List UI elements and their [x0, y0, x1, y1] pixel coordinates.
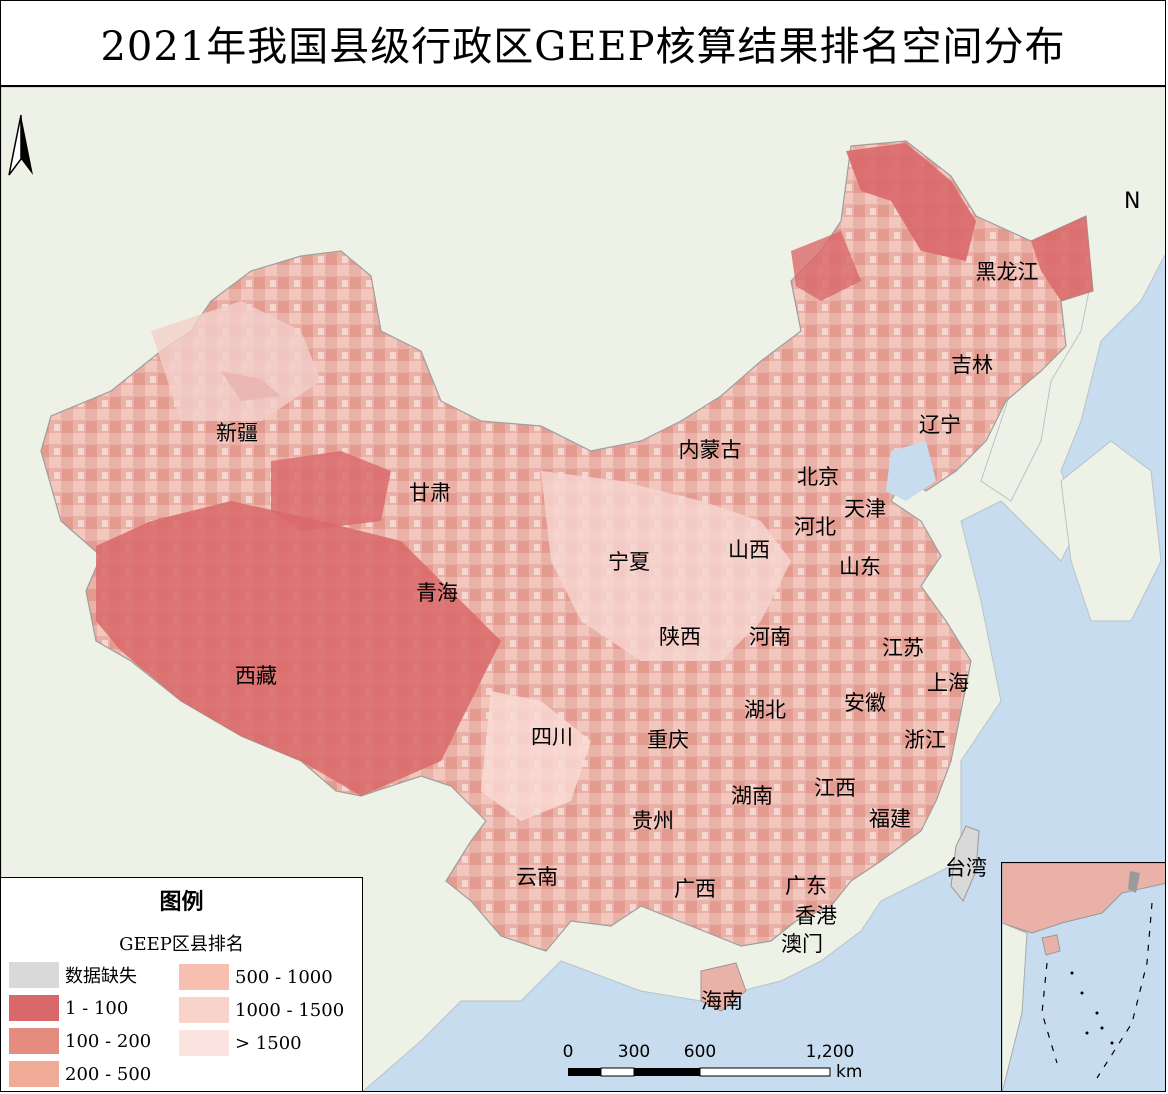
legend-item: 1 - 100 [9, 995, 128, 1021]
province-label: 贵州 [632, 809, 674, 833]
province-label: 北京 [797, 465, 839, 489]
legend-label: 1000 - 1500 [235, 999, 345, 1021]
province-label: 香港 [795, 904, 837, 928]
province-label: 台湾 [945, 856, 987, 880]
legend-item: 200 - 500 [9, 1061, 151, 1087]
legend-label: 500 - 1000 [235, 966, 333, 988]
legend-swatch [9, 1061, 59, 1087]
legend-title: 图例 [159, 890, 204, 915]
province-label: 安徽 [844, 691, 886, 715]
province-label: 黑龙江 [975, 260, 1039, 284]
legend-label: 100 - 200 [65, 1030, 152, 1052]
province-label: 辽宁 [919, 413, 961, 437]
dark-region-east-heilongjiang [1031, 216, 1093, 301]
legend-item: > 1500 [179, 1030, 302, 1056]
scale-bar: 0 300 600 1,200 km [560, 1042, 863, 1082]
legend-label: > 1500 [235, 1032, 302, 1054]
province-label: 湖北 [744, 698, 786, 722]
legend-swatch [9, 1028, 59, 1054]
province-label: 海南 [701, 989, 743, 1013]
scale-unit: km [836, 1062, 863, 1082]
legend: 图例 GEEP区县排名 数据缺失 1 - 100 100 - 200 200 -… [0, 877, 363, 1092]
south-china-sea-inset[interactable] [1001, 862, 1166, 1092]
legend-swatch [179, 1030, 229, 1056]
legend-item: 100 - 200 [9, 1028, 151, 1054]
province-label: 甘肃 [409, 481, 451, 505]
legend-subtitle: GEEP区县排名 [119, 934, 244, 955]
title-bar: 2021年我国县级行政区GEEP核算结果排名空间分布 [0, 0, 1166, 86]
dark-region-northeast [846, 143, 976, 261]
legend-swatch [179, 997, 229, 1023]
province-label: 澳门 [781, 932, 823, 956]
legend-item: 1000 - 1500 [179, 997, 344, 1023]
scale-tick-label: 1,200 [805, 1042, 855, 1062]
province-label: 湖南 [731, 784, 773, 808]
legend-label: 200 - 500 [65, 1063, 152, 1085]
province-label: 内蒙古 [678, 438, 742, 462]
scale-tick-label: 600 [683, 1042, 717, 1062]
map-title: 2021年我国县级行政区GEEP核算结果排名空间分布 [100, 24, 1066, 70]
dark-region-hulunbuir [791, 231, 861, 301]
inset-map [1002, 863, 1165, 1091]
province-label: 宁夏 [608, 550, 650, 574]
light-region-north-xinjiang [151, 301, 321, 421]
province-label: 山西 [728, 538, 770, 562]
hainan-island [700, 962, 747, 1012]
province-label: 浙江 [904, 728, 946, 752]
province-label: 重庆 [647, 728, 689, 752]
scale-bar-graphic [568, 1067, 831, 1077]
legend-item: 数据缺失 [9, 962, 137, 988]
bohai-sea [886, 441, 936, 501]
province-label: 山东 [839, 555, 881, 579]
province-label: 江西 [814, 776, 856, 800]
province-label: 江苏 [882, 636, 924, 660]
province-label: 天津 [844, 497, 886, 521]
dark-region-tibet-qinghai [96, 501, 501, 796]
light-region-sichuan [481, 691, 591, 821]
scale-tick-label: 0 [562, 1042, 574, 1062]
north-arrow-label: N [1124, 189, 1141, 214]
province-label: 陕西 [659, 625, 701, 649]
legend-swatch [9, 995, 59, 1021]
scale-tick-label: 300 [617, 1042, 651, 1062]
province-label: 福建 [869, 807, 911, 831]
dark-region-south-xinjiang [271, 451, 391, 531]
province-label: 青海 [416, 581, 458, 605]
province-label: 上海 [927, 671, 969, 695]
province-label: 西藏 [235, 664, 277, 688]
province-label: 四川 [531, 725, 573, 749]
province-label: 吉林 [951, 353, 993, 377]
legend-label: 1 - 100 [65, 997, 129, 1019]
province-label: 新疆 [216, 421, 258, 445]
province-label: 云南 [516, 865, 558, 889]
legend-label: 数据缺失 [65, 966, 137, 987]
light-region-central-north [541, 471, 791, 661]
province-label: 广东 [785, 874, 827, 898]
japan-islands [1060, 440, 1162, 622]
province-label: 河南 [749, 625, 791, 649]
north-arrow-icon [8, 114, 33, 176]
legend-swatch [9, 962, 59, 988]
legend-swatch [179, 964, 229, 990]
legend-item: 500 - 1000 [179, 964, 333, 990]
province-label: 广西 [674, 877, 716, 901]
taiwan-island [950, 825, 980, 902]
province-label: 河北 [794, 515, 836, 539]
